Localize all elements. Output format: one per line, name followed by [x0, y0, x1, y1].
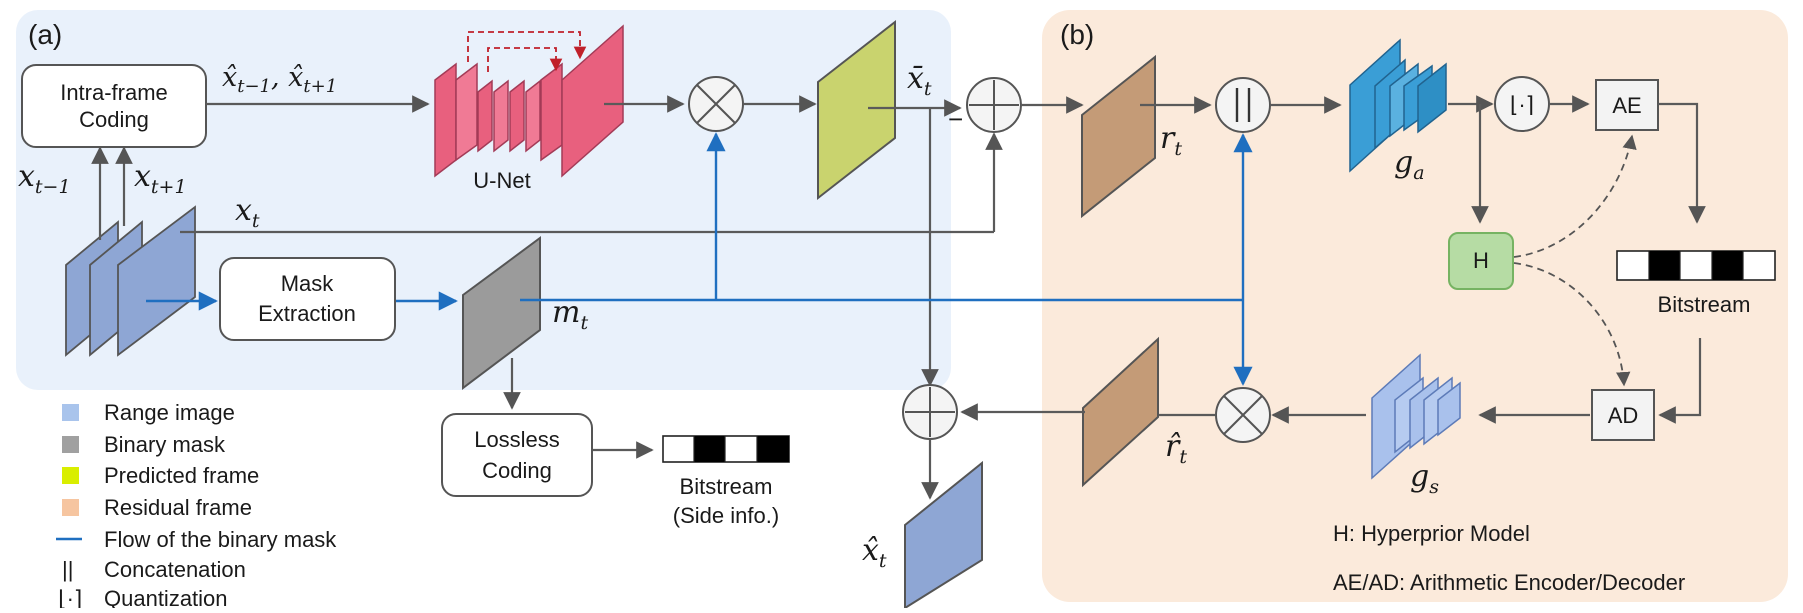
minus-sign: − — [948, 104, 963, 134]
mask-extraction-line2: Extraction — [258, 301, 356, 326]
legend-swatch-residual-frame — [62, 499, 79, 516]
reconstructed-frame — [904, 460, 983, 610]
panel-b-background — [1042, 10, 1788, 602]
legend-swatch-binary-mask — [62, 436, 79, 453]
legend-label-concatenation: Concatenation — [104, 557, 246, 582]
legend-swatch-range-image — [62, 404, 79, 421]
m-t-label: mt — [552, 295, 588, 334]
lossless-coding-line2: Coding — [482, 458, 552, 483]
reconstructed-residual-frame — [1082, 336, 1159, 488]
legend-label-mask-flow: Flow of the binary mask — [104, 527, 337, 552]
quantization-node: ⌊·⌉ — [1494, 76, 1550, 132]
decoder-gs-block — [1371, 353, 1461, 480]
aead-note: AE/AD: Arithmetic Encoder/Decoder — [1333, 570, 1685, 595]
multiply-node-b — [1215, 387, 1271, 443]
arithmetic-encoder-block: AE — [1595, 79, 1659, 131]
panel-a-label: (a) — [28, 19, 62, 50]
legend-label-residual-frame: Residual frame — [104, 495, 252, 520]
lossless-coding-block: Lossless Coding — [441, 413, 593, 497]
encoder-ga-block — [1349, 38, 1447, 173]
legend-label-range-image: Range image — [104, 400, 235, 425]
side-info-bitstream-label: Bitstream — [680, 474, 773, 499]
hyperprior-note: H: Hyperprior Model — [1333, 521, 1530, 546]
ae-label: AE — [1612, 93, 1641, 118]
legend: Range image Binary mask Predicted frame … — [56, 400, 337, 611]
unet-label: U-Net — [473, 168, 530, 193]
quantization-symbol: ⌊·⌉ — [1510, 92, 1535, 117]
intra-frame-coding-block: Intra-frame Coding — [21, 64, 207, 148]
concatenation-node — [1215, 77, 1271, 133]
range-image-stack — [65, 205, 196, 357]
side-info-bitstream — [662, 435, 790, 463]
intra-frame-coding-line2: Coding — [79, 107, 149, 132]
legend-label-binary-mask: Binary mask — [104, 432, 226, 457]
side-info-label: (Side info.) — [673, 503, 779, 528]
subtract-node — [966, 77, 1022, 133]
main-bitstream-label: Bitstream — [1658, 292, 1751, 317]
hyperprior-block: H — [1448, 232, 1514, 290]
intra-frame-coding-line1: Intra-frame — [60, 80, 168, 105]
main-bitstream — [1616, 250, 1776, 281]
ad-label: AD — [1608, 403, 1639, 428]
legend-label-quantization: Quantization — [104, 586, 228, 608]
arithmetic-decoder-block: AD — [1591, 389, 1655, 441]
h-label: H — [1473, 248, 1489, 273]
legend-swatch-predicted-frame — [62, 467, 79, 484]
legend-symbol-concatenation: || — [62, 557, 73, 582]
binary-mask-frame — [462, 236, 541, 391]
mask-extraction-block: Mask Extraction — [219, 257, 396, 341]
legend-symbol-quantization: ⌊·⌉ — [58, 586, 83, 608]
lossless-coding-line1: Lossless — [474, 427, 560, 452]
xhat-t-label: x̂t — [862, 533, 887, 572]
multiply-node-a — [688, 76, 744, 132]
predicted-frame — [817, 19, 896, 201]
reconstruction-add-node — [902, 384, 958, 440]
legend-label-predicted-frame: Predicted frame — [104, 463, 259, 488]
residual-frame-rt — [1081, 54, 1156, 219]
unet-block: U-Net — [434, 24, 624, 193]
panel-b-label: (b) — [1060, 19, 1094, 50]
mask-extraction-line1: Mask — [281, 271, 335, 296]
